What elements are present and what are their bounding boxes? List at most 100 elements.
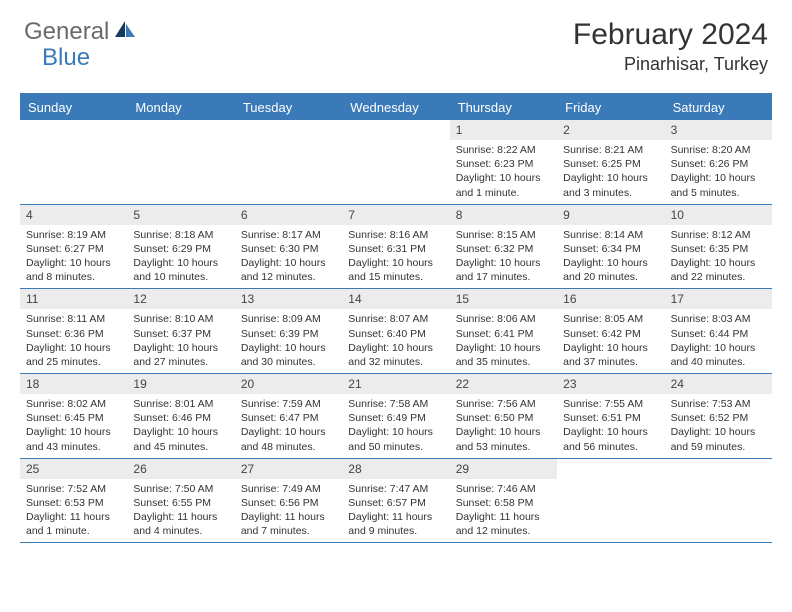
day-data: Sunrise: 8:19 AMSunset: 6:27 PMDaylight:… <box>20 225 127 289</box>
calendar-cell <box>127 120 234 205</box>
calendar-cell: 15Sunrise: 8:06 AMSunset: 6:41 PMDayligh… <box>450 289 557 374</box>
day-number: 7 <box>342 205 449 225</box>
calendar-cell <box>20 120 127 205</box>
calendar-cell: 12Sunrise: 8:10 AMSunset: 6:37 PMDayligh… <box>127 289 234 374</box>
calendar-cell: 13Sunrise: 8:09 AMSunset: 6:39 PMDayligh… <box>235 289 342 374</box>
day-number: 20 <box>235 374 342 394</box>
calendar-cell <box>557 459 664 544</box>
day-number: 16 <box>557 289 664 309</box>
day-number: 28 <box>342 459 449 479</box>
location-label: Pinarhisar, Turkey <box>573 54 768 75</box>
day-header-cell: Saturday <box>665 95 772 120</box>
calendar-cell: 1Sunrise: 8:22 AMSunset: 6:23 PMDaylight… <box>450 120 557 205</box>
day-data: Sunrise: 8:02 AMSunset: 6:45 PMDaylight:… <box>20 394 127 458</box>
calendar-cell: 2Sunrise: 8:21 AMSunset: 6:25 PMDaylight… <box>557 120 664 205</box>
calendar-cell: 26Sunrise: 7:50 AMSunset: 6:55 PMDayligh… <box>127 459 234 544</box>
title-block: February 2024 Pinarhisar, Turkey <box>573 18 768 75</box>
calendar-cell: 7Sunrise: 8:16 AMSunset: 6:31 PMDaylight… <box>342 205 449 290</box>
day-data: Sunrise: 8:01 AMSunset: 6:46 PMDaylight:… <box>127 394 234 458</box>
calendar-cell: 25Sunrise: 7:52 AMSunset: 6:53 PMDayligh… <box>20 459 127 544</box>
day-number: 19 <box>127 374 234 394</box>
calendar-cell <box>665 459 772 544</box>
page-title: February 2024 <box>573 18 768 52</box>
calendar-week: 11Sunrise: 8:11 AMSunset: 6:36 PMDayligh… <box>20 289 772 374</box>
calendar-cell <box>235 120 342 205</box>
day-number: 8 <box>450 205 557 225</box>
day-data: Sunrise: 8:20 AMSunset: 6:26 PMDaylight:… <box>665 140 772 204</box>
day-number: 27 <box>235 459 342 479</box>
day-number: 24 <box>665 374 772 394</box>
day-number: 2 <box>557 120 664 140</box>
calendar-cell: 29Sunrise: 7:46 AMSunset: 6:58 PMDayligh… <box>450 459 557 544</box>
calendar-cell: 27Sunrise: 7:49 AMSunset: 6:56 PMDayligh… <box>235 459 342 544</box>
day-header-cell: Thursday <box>450 95 557 120</box>
day-data: Sunrise: 8:17 AMSunset: 6:30 PMDaylight:… <box>235 225 342 289</box>
header: General Blue February 2024 Pinarhisar, T… <box>0 0 792 83</box>
day-data: Sunrise: 7:58 AMSunset: 6:49 PMDaylight:… <box>342 394 449 458</box>
day-data: Sunrise: 8:09 AMSunset: 6:39 PMDaylight:… <box>235 309 342 373</box>
calendar-cell: 20Sunrise: 7:59 AMSunset: 6:47 PMDayligh… <box>235 374 342 459</box>
day-number: 11 <box>20 289 127 309</box>
calendar-cell: 28Sunrise: 7:47 AMSunset: 6:57 PMDayligh… <box>342 459 449 544</box>
day-data: Sunrise: 8:07 AMSunset: 6:40 PMDaylight:… <box>342 309 449 373</box>
calendar-cell: 5Sunrise: 8:18 AMSunset: 6:29 PMDaylight… <box>127 205 234 290</box>
day-number: 21 <box>342 374 449 394</box>
calendar-cell: 14Sunrise: 8:07 AMSunset: 6:40 PMDayligh… <box>342 289 449 374</box>
day-number: 26 <box>127 459 234 479</box>
calendar: SundayMondayTuesdayWednesdayThursdayFrid… <box>20 93 772 543</box>
day-data: Sunrise: 8:16 AMSunset: 6:31 PMDaylight:… <box>342 225 449 289</box>
calendar-cell: 3Sunrise: 8:20 AMSunset: 6:26 PMDaylight… <box>665 120 772 205</box>
day-number: 13 <box>235 289 342 309</box>
day-data: Sunrise: 8:05 AMSunset: 6:42 PMDaylight:… <box>557 309 664 373</box>
day-number: 18 <box>20 374 127 394</box>
day-number: 22 <box>450 374 557 394</box>
calendar-cell: 18Sunrise: 8:02 AMSunset: 6:45 PMDayligh… <box>20 374 127 459</box>
day-data: Sunrise: 8:21 AMSunset: 6:25 PMDaylight:… <box>557 140 664 204</box>
day-number: 1 <box>450 120 557 140</box>
day-data: Sunrise: 7:53 AMSunset: 6:52 PMDaylight:… <box>665 394 772 458</box>
day-number: 25 <box>20 459 127 479</box>
day-data: Sunrise: 8:15 AMSunset: 6:32 PMDaylight:… <box>450 225 557 289</box>
day-header-cell: Sunday <box>20 95 127 120</box>
day-data: Sunrise: 7:56 AMSunset: 6:50 PMDaylight:… <box>450 394 557 458</box>
day-header-cell: Friday <box>557 95 664 120</box>
day-number: 5 <box>127 205 234 225</box>
day-data: Sunrise: 7:49 AMSunset: 6:56 PMDaylight:… <box>235 479 342 543</box>
calendar-cell: 22Sunrise: 7:56 AMSunset: 6:50 PMDayligh… <box>450 374 557 459</box>
calendar-cell: 4Sunrise: 8:19 AMSunset: 6:27 PMDaylight… <box>20 205 127 290</box>
day-number <box>557 459 664 479</box>
day-data: Sunrise: 7:59 AMSunset: 6:47 PMDaylight:… <box>235 394 342 458</box>
calendar-week: 18Sunrise: 8:02 AMSunset: 6:45 PMDayligh… <box>20 374 772 459</box>
day-data: Sunrise: 8:18 AMSunset: 6:29 PMDaylight:… <box>127 225 234 289</box>
day-data: Sunrise: 7:50 AMSunset: 6:55 PMDaylight:… <box>127 479 234 543</box>
day-data: Sunrise: 8:06 AMSunset: 6:41 PMDaylight:… <box>450 309 557 373</box>
day-number <box>665 459 772 479</box>
day-data: Sunrise: 7:46 AMSunset: 6:58 PMDaylight:… <box>450 479 557 543</box>
day-data: Sunrise: 7:47 AMSunset: 6:57 PMDaylight:… <box>342 479 449 543</box>
calendar-cell: 24Sunrise: 7:53 AMSunset: 6:52 PMDayligh… <box>665 374 772 459</box>
calendar-cell: 9Sunrise: 8:14 AMSunset: 6:34 PMDaylight… <box>557 205 664 290</box>
day-data: Sunrise: 8:22 AMSunset: 6:23 PMDaylight:… <box>450 140 557 204</box>
day-header-row: SundayMondayTuesdayWednesdayThursdayFrid… <box>20 95 772 120</box>
logo-sail-icon <box>115 21 137 44</box>
day-number <box>342 120 449 140</box>
calendar-cell: 17Sunrise: 8:03 AMSunset: 6:44 PMDayligh… <box>665 289 772 374</box>
day-data: Sunrise: 8:11 AMSunset: 6:36 PMDaylight:… <box>20 309 127 373</box>
day-number: 10 <box>665 205 772 225</box>
day-header-cell: Tuesday <box>235 95 342 120</box>
day-header-cell: Wednesday <box>342 95 449 120</box>
day-number: 9 <box>557 205 664 225</box>
day-number: 23 <box>557 374 664 394</box>
day-data: Sunrise: 8:12 AMSunset: 6:35 PMDaylight:… <box>665 225 772 289</box>
calendar-cell: 23Sunrise: 7:55 AMSunset: 6:51 PMDayligh… <box>557 374 664 459</box>
logo-text-blue: Blue <box>42 44 90 72</box>
calendar-cell: 6Sunrise: 8:17 AMSunset: 6:30 PMDaylight… <box>235 205 342 290</box>
day-data: Sunrise: 8:14 AMSunset: 6:34 PMDaylight:… <box>557 225 664 289</box>
calendar-week: 4Sunrise: 8:19 AMSunset: 6:27 PMDaylight… <box>20 205 772 290</box>
day-number: 4 <box>20 205 127 225</box>
day-number: 6 <box>235 205 342 225</box>
day-number: 15 <box>450 289 557 309</box>
calendar-cell: 19Sunrise: 8:01 AMSunset: 6:46 PMDayligh… <box>127 374 234 459</box>
calendar-cell: 8Sunrise: 8:15 AMSunset: 6:32 PMDaylight… <box>450 205 557 290</box>
day-number: 29 <box>450 459 557 479</box>
